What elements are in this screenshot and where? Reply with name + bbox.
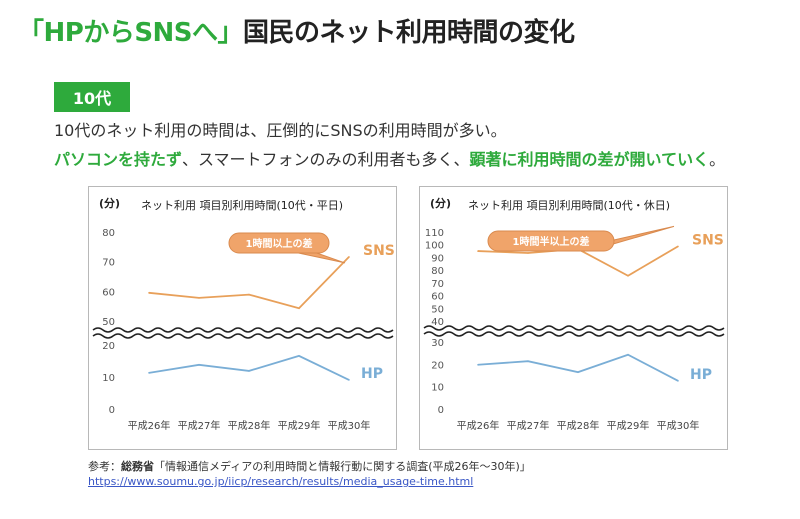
sns-data-point (348, 256, 350, 258)
description-line-2: パソコンを持たず、スマートフォンのみの利用者も多く、顕著に利用時間の差が開いてい… (54, 146, 725, 170)
sns-series-label: SNS (692, 232, 724, 248)
description-text-smartphone: 、スマートフォンのみの利用者も多く、 (182, 150, 470, 169)
y-tick-label: 20 (431, 360, 444, 371)
y-tick-label: 20 (102, 341, 115, 352)
hp-data-point (198, 364, 200, 366)
sns-series-line (148, 256, 350, 310)
hp-series-label: HP (361, 366, 383, 382)
sns-data-point (148, 292, 150, 294)
axis-break-wave-bottom (92, 333, 394, 339)
sns-data-point (298, 307, 300, 310)
highlight-gap-widens: 顕著に利用時間の差が開いていく (469, 150, 710, 169)
y-tick-label: 50 (102, 317, 115, 328)
sns-data-point (527, 252, 529, 254)
y-tick-label: 90 (431, 253, 444, 264)
y-unit-label: (分) (430, 196, 451, 210)
y-tick-label: 0 (109, 405, 115, 416)
hp-series-line (148, 354, 350, 381)
source-link[interactable]: https://www.soumu.go.jp/iicp/research/re… (88, 475, 474, 488)
y-tick-label: 0 (438, 405, 444, 416)
x-tick-label: 平成30年 (328, 419, 371, 432)
hp-data-point (527, 360, 529, 363)
axis-break-wave-top (92, 327, 394, 333)
x-tick-label: 平成27年 (178, 419, 221, 432)
x-tick-label: 平成30年 (657, 419, 700, 432)
hp-data-point (348, 379, 350, 381)
description-line-1: 10代のネット利用の時間は、圧倒的にSNSの利用時間が多い。 (54, 121, 507, 140)
callout-bubble (228, 232, 330, 254)
hp-data-point (477, 363, 479, 366)
y-tick-label: 70 (102, 258, 115, 269)
sns-data-point (627, 274, 629, 277)
hp-data-point (248, 370, 250, 372)
y-tick-label: 70 (431, 279, 444, 290)
age-group-badge: 10代 (54, 82, 130, 112)
source-prefix: 参考： (88, 460, 121, 473)
x-tick-label: 平成26年 (457, 419, 500, 432)
y-tick-label: 100 (425, 241, 444, 252)
chart-holiday-svg: (分) ネット利用 項目別利用時間(10代・休日)4050607080901001… (423, 196, 725, 432)
x-tick-label: 平成26年 (128, 419, 171, 432)
x-tick-label: 平成27年 (507, 419, 550, 432)
chart-weekday: (分) ネット利用 項目別利用時間(10代・平日) 50 60 70 80 0 10 20 SNS… (88, 186, 397, 450)
page-title: 「HPからSNSへ」国民のネット利用時間の変化 (18, 12, 575, 49)
sns-series-label: SNS (363, 243, 395, 259)
chart-title: ネット利用 項目別利用時間(10代・平日) (141, 199, 343, 212)
y-tick-label: 110 (425, 228, 444, 239)
gap-callout: 1時間以上の差 (228, 232, 346, 264)
hp-data-point (677, 380, 679, 382)
y-tick-label: 30 (431, 338, 444, 349)
y-tick-label: 80 (102, 228, 115, 239)
callout-text: 1時間以上の差 (246, 237, 313, 250)
axis-break-wave-bottom (423, 331, 725, 337)
source-citation: 参考：総務省「情報通信メディアの利用時間と情報行動に関する調査(平成26年～30… (88, 458, 531, 474)
chart-title: ネット利用 項目別利用時間(10代・休日) (468, 199, 670, 212)
page-title-accent: 「HPからSNSへ」 (18, 18, 244, 48)
x-tick-label: 平成29年 (607, 419, 650, 432)
gap-callout: 1時間半以上の差 (487, 225, 675, 252)
y-tick-label: 60 (431, 292, 444, 303)
hp-data-point (577, 371, 579, 373)
callout-bubble (487, 230, 615, 252)
sns-data-point (677, 245, 679, 248)
y-tick-label: 10 (431, 383, 444, 394)
callout-text: 1時間半以上の差 (513, 235, 590, 248)
x-tick-label: 平成28年 (557, 419, 600, 432)
hp-data-point (627, 353, 629, 356)
highlight-no-pc: パソコンを持たず (54, 150, 183, 169)
axis-break-wave-top (423, 325, 725, 331)
hp-data-point (298, 355, 300, 357)
x-tick-label: 平成29年 (278, 419, 321, 432)
y-tick-label: 80 (431, 266, 444, 277)
sns-data-point (477, 250, 479, 252)
source-org: 総務省 (121, 460, 154, 473)
sns-data-point (198, 297, 200, 299)
chart-holiday: (分) ネット利用 項目別利用時間(10代・休日) 40 50 60 70 80 90 100 1… (419, 186, 728, 450)
y-tick-label: 40 (431, 317, 444, 328)
sns-data-point (248, 293, 250, 296)
y-unit-label: (分) (99, 196, 120, 210)
x-tick-label: 平成28年 (228, 419, 271, 432)
hp-data-point (148, 372, 150, 374)
y-tick-label: 60 (102, 287, 115, 298)
page-title-rest: 国民のネット利用時間の変化 (243, 18, 575, 48)
hp-series-line (477, 353, 679, 382)
y-tick-label: 50 (431, 304, 444, 315)
hp-series-label: HP (690, 367, 712, 383)
y-tick-label: 10 (102, 373, 115, 384)
chart-weekday-svg: (分) ネット利用 項目別利用時間(10代・平日) 50 60 70 80 0 10 20 SNS… (92, 196, 395, 432)
source-title: 「情報通信メディアの利用時間と情報行動に関する調査(平成26年～30年)」 (154, 460, 531, 473)
description-period: 。 (709, 150, 726, 169)
